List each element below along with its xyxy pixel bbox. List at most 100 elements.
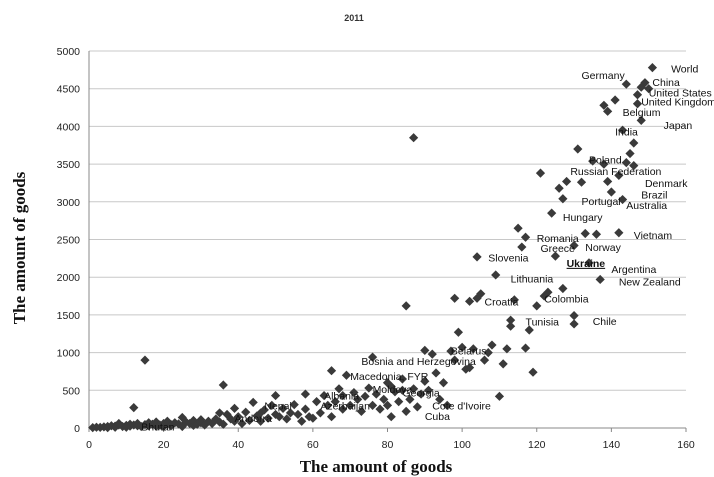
data-point bbox=[591, 229, 602, 239]
data-point bbox=[483, 348, 493, 358]
data-point bbox=[300, 404, 311, 414]
x-tick-label: 20 bbox=[158, 439, 170, 451]
data-point bbox=[476, 289, 486, 299]
data-point bbox=[162, 416, 172, 426]
data-point bbox=[334, 384, 344, 394]
x-tick-labels: 0 20 40 60 80 100 120 140 160 bbox=[86, 439, 695, 451]
point-label: World bbox=[671, 63, 698, 75]
data-point bbox=[375, 404, 385, 414]
point-label: Moldova bbox=[373, 384, 413, 396]
data-point bbox=[397, 374, 408, 384]
x-axis-title: The amount of goods bbox=[300, 457, 453, 476]
data-point bbox=[435, 394, 445, 404]
data-point bbox=[438, 378, 449, 388]
data-point bbox=[584, 258, 594, 268]
point-label: Cuba bbox=[425, 411, 450, 423]
point-label: Belarus bbox=[451, 345, 487, 357]
data-point bbox=[397, 385, 408, 395]
point-label: Germany bbox=[582, 70, 626, 82]
data-point bbox=[386, 412, 396, 422]
point-label: Azerbaijan bbox=[320, 400, 370, 412]
data-point bbox=[498, 359, 508, 369]
data-point bbox=[588, 156, 598, 166]
data-point bbox=[420, 345, 430, 355]
data-point bbox=[326, 412, 337, 422]
data-point bbox=[550, 251, 561, 261]
data-point bbox=[297, 416, 307, 426]
data-point bbox=[431, 368, 441, 378]
data-point bbox=[401, 406, 411, 417]
x-tick-label: 100 bbox=[453, 439, 471, 451]
data-point bbox=[558, 283, 568, 294]
data-point bbox=[367, 352, 378, 362]
data-point bbox=[196, 418, 206, 428]
x-tick-label: 160 bbox=[677, 439, 695, 451]
gridlines bbox=[89, 50, 686, 391]
point-label: Greece bbox=[540, 243, 575, 255]
point-label: Australia bbox=[626, 200, 667, 212]
data-point bbox=[599, 100, 609, 110]
data-point bbox=[218, 419, 228, 429]
data-point bbox=[442, 400, 452, 410]
point-label: Brazil bbox=[641, 189, 667, 201]
data-point bbox=[487, 340, 497, 350]
data-point bbox=[405, 394, 415, 404]
data-point bbox=[520, 343, 531, 353]
data-point bbox=[401, 301, 411, 311]
data-point bbox=[315, 408, 325, 418]
data-point bbox=[256, 408, 266, 418]
y-tick-label: 4500 bbox=[57, 84, 81, 96]
point-label: Japan bbox=[664, 120, 693, 132]
data-point bbox=[274, 412, 284, 422]
point-label: India bbox=[615, 127, 638, 139]
point-label: Ukraine bbox=[567, 258, 606, 270]
data-point bbox=[371, 389, 381, 399]
data-point bbox=[229, 403, 240, 413]
data-point bbox=[468, 344, 478, 354]
data-point bbox=[367, 400, 378, 410]
x-tick-label: 80 bbox=[382, 439, 394, 451]
point-label: Russian Federation bbox=[570, 166, 661, 178]
data-point bbox=[237, 418, 247, 429]
data-point bbox=[338, 390, 348, 401]
data-point bbox=[203, 416, 213, 426]
y-tick-labels: 0 500 1000 1500 2000 2500 3000 3500 4000 4500 5000 bbox=[57, 46, 81, 435]
data-point bbox=[341, 370, 352, 380]
data-points bbox=[88, 62, 658, 433]
data-point bbox=[151, 417, 161, 427]
data-point bbox=[282, 414, 292, 424]
data-point bbox=[427, 349, 437, 359]
data-point bbox=[233, 412, 243, 422]
x-tick-label: 60 bbox=[307, 439, 319, 451]
point-label: China bbox=[652, 77, 680, 89]
data-point bbox=[532, 301, 542, 311]
data-point bbox=[450, 293, 460, 303]
data-point bbox=[547, 208, 557, 218]
data-point bbox=[214, 408, 225, 418]
data-point bbox=[599, 159, 609, 169]
point-label: Argentina bbox=[611, 264, 656, 276]
y-tick-label: 5000 bbox=[57, 46, 81, 58]
data-point bbox=[472, 293, 482, 303]
point-label: Romania bbox=[537, 233, 579, 245]
point-label: Hungary bbox=[563, 212, 603, 224]
data-point bbox=[603, 106, 613, 116]
data-point bbox=[573, 144, 583, 154]
data-point bbox=[524, 325, 534, 335]
point-label: New Zealand bbox=[619, 277, 681, 289]
data-point bbox=[610, 95, 620, 105]
y-tick-label: 500 bbox=[62, 385, 80, 397]
data-point bbox=[121, 422, 131, 432]
data-point bbox=[528, 367, 538, 377]
y-tick-label: 2500 bbox=[57, 235, 81, 247]
data-point bbox=[457, 342, 467, 352]
data-point bbox=[640, 78, 650, 88]
data-point bbox=[170, 418, 180, 428]
data-point bbox=[558, 194, 568, 204]
data-point bbox=[554, 183, 564, 193]
data-point bbox=[140, 355, 150, 365]
data-point bbox=[625, 148, 635, 159]
data-point bbox=[353, 394, 363, 404]
point-label: Norway bbox=[585, 242, 621, 254]
